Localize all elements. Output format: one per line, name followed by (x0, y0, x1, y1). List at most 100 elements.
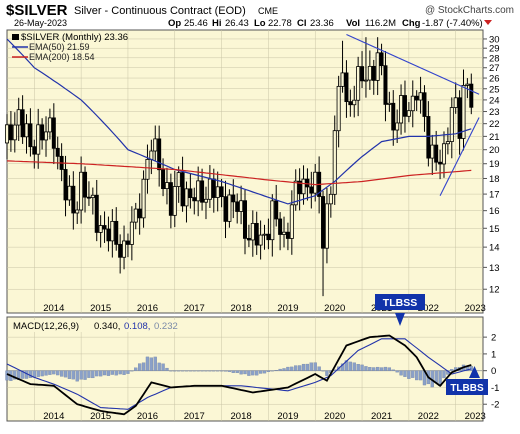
macd-histogram-bar (239, 370, 243, 375)
candle-body (106, 228, 111, 242)
macd-histogram-bar (114, 370, 118, 376)
candle-body (122, 240, 127, 258)
candle-body (114, 220, 119, 245)
macd-line (6, 334, 472, 416)
macd-histogram-bar (450, 369, 454, 371)
macd-y-tick-label: 1 (491, 349, 496, 360)
candle-body (387, 102, 392, 105)
candle-body (254, 222, 259, 246)
macd-histogram-bar (110, 370, 114, 375)
candle-body (270, 200, 275, 241)
macd-histogram-bar (325, 370, 329, 376)
price-x-tick-label: 2023 (465, 303, 486, 314)
macd-x-tick-label: 2014 (43, 411, 64, 422)
candle-body (461, 85, 466, 139)
candle-body (297, 180, 302, 195)
candle-body (278, 218, 283, 235)
macd-histogram-bar (313, 362, 317, 371)
candle-body (289, 204, 294, 239)
description: Silver - Continuous Contract (EOD) (74, 5, 246, 17)
macd-histogram-bar (165, 367, 169, 371)
price-panel (6, 29, 484, 314)
price-y-tick-label: 13 (489, 263, 500, 274)
macd-histogram-bar (36, 370, 40, 377)
macd-histogram-bar (340, 363, 345, 371)
candle-body (180, 172, 185, 207)
macd-histogram-bar (134, 367, 138, 371)
macd-histogram-bar (91, 370, 95, 379)
macd-histogram-bar (360, 364, 364, 371)
candle-body (324, 203, 329, 249)
macd-histogram-bar (376, 366, 380, 371)
macd-histogram-bar (20, 370, 25, 379)
macd-histogram-bar (56, 370, 60, 376)
watermark: @ StockCharts.com (425, 5, 514, 16)
candle-body (223, 196, 228, 222)
macd-histogram-bar (44, 370, 48, 376)
candle-body (161, 169, 166, 190)
candle-body (465, 83, 470, 86)
candle-body (215, 186, 220, 198)
price-x-tick-label: 2019 (277, 303, 298, 314)
macd-histogram-bar (372, 367, 376, 371)
close-label: Cl (297, 18, 307, 29)
price-y-tick-label: 26 (489, 74, 500, 85)
candle-body (192, 197, 197, 202)
change-value: -1.87 (-7.40%) (422, 18, 483, 29)
price-y-tick-label: 19 (489, 159, 500, 170)
trendline (346, 33, 480, 95)
candle-body (149, 150, 154, 160)
candle-body (172, 186, 177, 216)
open-label: Op (168, 18, 181, 29)
macd-histogram-bar (469, 366, 473, 371)
candle-body (79, 171, 84, 211)
macd-histogram-bar (290, 366, 294, 371)
candle-body (399, 95, 404, 124)
price-y-tick-label: 21 (489, 132, 500, 143)
symbol-title: $SILVER (6, 2, 68, 19)
candle-body (239, 200, 244, 212)
macd-histogram-bar (59, 370, 64, 377)
candle-body (328, 193, 333, 205)
candle-body (145, 159, 150, 180)
macd-histogram-bar (67, 370, 72, 379)
candle-body (274, 200, 279, 220)
macd-x-tick-label: 2018 (231, 411, 252, 422)
price-y-tick-label: 30 (489, 34, 500, 45)
price-y-tick-label: 17 (489, 190, 500, 201)
macd-histogram-bar (262, 370, 267, 374)
price-x-tick-label: 2022 (418, 303, 439, 314)
candle-body (125, 240, 130, 245)
candle-body (102, 225, 107, 230)
candle-body (410, 95, 415, 112)
macd-histogram-bar (258, 370, 263, 374)
macd-histogram-bar (387, 367, 392, 371)
candle-body (363, 79, 368, 82)
price-y-tick-label: 27 (489, 63, 500, 74)
macd-y-tick-label: -1 (491, 383, 499, 394)
macd-histogram-bar (317, 366, 321, 371)
macd-histogram-bar (192, 370, 196, 372)
candle-body (20, 109, 25, 138)
candle-body (71, 185, 76, 214)
candle-body (24, 123, 29, 138)
candle-body (426, 116, 431, 159)
candle-body (383, 65, 388, 105)
candle-body (434, 144, 439, 163)
price-y-tick-label: 23 (489, 107, 500, 118)
candle-body (47, 117, 52, 133)
candle-body (282, 231, 287, 235)
trendline (439, 117, 480, 196)
price-legend-series: $SILVER (Monthly) 23.36 (21, 32, 128, 43)
macd-histogram-bar (83, 370, 87, 380)
candle-body (200, 180, 205, 203)
candle-body (293, 180, 298, 206)
macd-histogram-bar (95, 370, 99, 377)
macd-histogram-bar (305, 363, 310, 371)
macd-histogram-bar (169, 370, 173, 372)
candle-body (469, 83, 474, 108)
macd-x-tick-label: 2022 (418, 411, 439, 422)
macd-y-tick-label: -2 (491, 400, 499, 411)
candle-body (321, 196, 326, 249)
price-x-tick-label: 2018 (231, 303, 252, 314)
